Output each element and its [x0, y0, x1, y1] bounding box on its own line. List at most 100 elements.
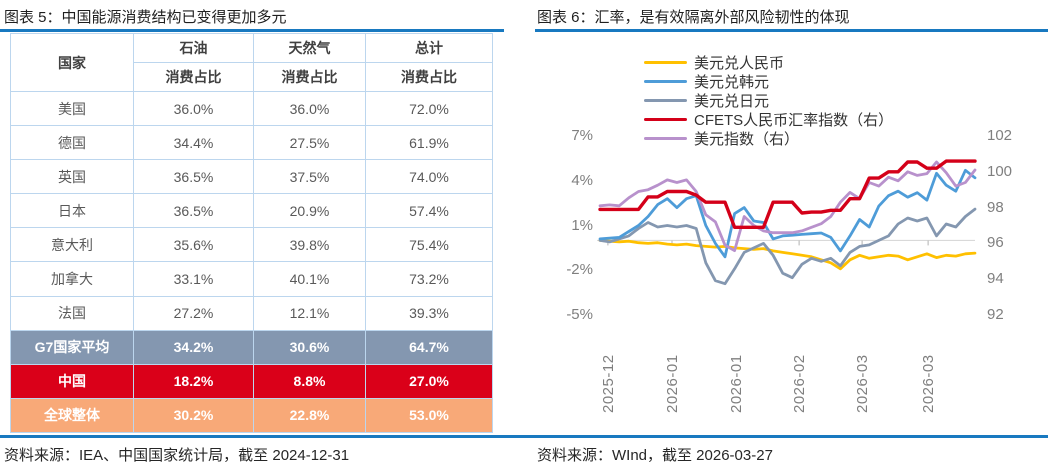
- table-row: 日本 36.5% 20.9% 57.4%: [10, 193, 493, 229]
- table-row: 德国 34.4% 27.5% 61.9%: [10, 125, 493, 161]
- left-axis-tick-label: 1%: [571, 216, 593, 234]
- series-line-usd_cny: [598, 239, 977, 271]
- table-body: 美国 36.0% 36.0% 72.0% 德国 34.4% 27.5% 61.9% 英国 36.5…: [10, 90, 493, 434]
- right-axis-tick-label: 96: [987, 234, 1004, 252]
- right-axis-tick-label: 94: [987, 270, 1004, 288]
- table-cell: 53.0%: [365, 397, 493, 434]
- series-line-usd_index: [598, 160, 977, 252]
- subheader-share-oil: 消费占比: [133, 62, 254, 92]
- exchange-rate-chart: [597, 159, 977, 286]
- table-row: 英国 36.5% 37.5% 74.0%: [10, 159, 493, 195]
- figure6-source: 资料来源：WInd，截至 2026-03-27: [537, 447, 773, 464]
- table-cell: 法国: [10, 295, 134, 331]
- table-cell: 36.5%: [133, 159, 254, 195]
- header-country: 国家: [10, 33, 134, 92]
- figure5-panel: 图表 5：中国能源消费结构已变得更加多元 国家 石油 天然气 总计 消费占比 消…: [0, 9, 504, 464]
- x-axis-label: 2026-01: [728, 354, 746, 413]
- legend-line-swatch: [644, 98, 687, 103]
- table-cell: 36.5%: [133, 193, 254, 229]
- table-cell: 27.5%: [253, 125, 366, 161]
- table-cell: 中国: [10, 363, 134, 399]
- table-cell: 33.1%: [133, 261, 254, 297]
- legend-label: 美元兑人民币: [694, 55, 785, 72]
- left-axis-tick-label: 4%: [571, 171, 593, 189]
- table-cell: 40.1%: [253, 261, 366, 297]
- table-cell: 64.7%: [365, 329, 493, 365]
- table-cell: 74.0%: [365, 159, 493, 195]
- table-row: 中国 18.2% 8.8% 27.0%: [10, 363, 493, 399]
- table-cell: 73.2%: [365, 261, 493, 297]
- table-cell: 加拿大: [10, 261, 134, 297]
- table-cell: 30.6%: [253, 329, 366, 365]
- series-line-cfets_index: [598, 159, 977, 230]
- figure5-title: 图表 5：中国能源消费结构已变得更加多元: [4, 9, 287, 26]
- table-row: 美国 36.0% 36.0% 72.0%: [10, 90, 493, 127]
- table-cell: 30.2%: [133, 397, 254, 434]
- table-row: 法国 27.2% 12.1% 39.3%: [10, 295, 493, 331]
- right-axis-tick-label: 102: [987, 127, 1013, 144]
- legend-label: 美元兑日元: [694, 93, 770, 110]
- x-axis-label: 2026-01: [664, 354, 681, 413]
- chart-legend: 美元兑人民币 美元兑韩元美元兑日元 CFETS人民币汇率指数（右） 美元指数（右）: [644, 53, 893, 148]
- figure5-source: 资料来源：IEA、中国国家统计局，截至 2024-12-31: [4, 447, 350, 464]
- x-axis-label: 2026-03: [854, 354, 872, 413]
- figure6-title: 图表 6：汇率，是有效隔离外部风险韧性的体现: [537, 9, 850, 26]
- table-cell: 22.8%: [253, 397, 366, 434]
- table-cell: 75.4%: [365, 227, 493, 263]
- header-oil: 石油: [133, 33, 254, 63]
- table-cell: 35.6%: [133, 227, 254, 263]
- series-line-usd_jpy: [598, 207, 977, 286]
- table-cell: 全球整体: [10, 397, 134, 434]
- table-cell: 72.0%: [365, 90, 493, 127]
- legend-item-usd_krw: 美元兑韩元: [644, 72, 893, 91]
- table-cell: 36.0%: [133, 90, 254, 127]
- table-cell: 20.9%: [253, 193, 366, 229]
- right-axis-tick-label: 100: [987, 162, 1013, 180]
- legend-line-swatch: [644, 136, 687, 141]
- table-row: 意大利 35.6% 39.8% 75.4%: [10, 227, 493, 263]
- table-cell: G7国家平均: [10, 329, 134, 365]
- figure6-panel: 图表 6：汇率，是有效隔离外部风险韧性的体现 美元兑人民币 美元兑韩元美元兑日元 C…: [524, 0, 1048, 468]
- table-header: 国家 石油 天然气 总计 消费占比 消费占比 消费占比: [10, 33, 493, 92]
- legend-line-swatch: [644, 60, 687, 65]
- table-cell: 36.0%: [253, 90, 366, 127]
- series-line-usd_krw: [598, 168, 977, 259]
- subheader-share-gas: 消费占比: [253, 62, 366, 92]
- table-cell: 39.8%: [253, 227, 366, 263]
- legend-item-usd_jpy: 美元兑日元: [644, 91, 893, 110]
- right-axis-tick-label: 92: [987, 306, 1004, 323]
- legend-item-usd_cny: 美元兑人民币: [644, 53, 893, 72]
- legend-line-swatch: [644, 79, 687, 84]
- table-cell: 意大利: [10, 227, 134, 263]
- left-axis-tick-label: -2%: [566, 261, 593, 279]
- subheader-share-total: 消费占比: [365, 62, 493, 92]
- left-axis-tick-label: 7%: [571, 127, 593, 144]
- x-axis-label: 2026-03: [920, 354, 938, 413]
- legend-label: CFETS人民币汇率指数（右）: [694, 112, 894, 129]
- table-cell: 12.1%: [253, 295, 366, 331]
- header-total: 总计: [365, 33, 493, 63]
- left-axis-tick-label: -5%: [566, 306, 593, 323]
- table-row: 全球整体 30.2% 22.8% 53.0%: [10, 397, 493, 434]
- table-cell: 美国: [10, 90, 134, 127]
- table-cell: 27.0%: [365, 363, 493, 399]
- legend-label: 美元兑韩元: [694, 74, 770, 91]
- table-cell: 39.3%: [365, 295, 493, 331]
- table-cell: 34.4%: [133, 125, 254, 161]
- table-cell: 德国: [10, 125, 134, 161]
- table-cell: 英国: [10, 159, 134, 195]
- table-cell: 8.8%: [253, 363, 366, 399]
- table-cell: 日本: [10, 193, 134, 229]
- figure6-title-rule: [535, 29, 1048, 32]
- legend-line-swatch: [644, 117, 687, 122]
- bottom-rule: [0, 435, 1048, 438]
- table-cell: 27.2%: [133, 295, 254, 331]
- x-axis-label: 2025-12: [599, 354, 617, 413]
- right-axis-tick-label: 98: [987, 198, 1004, 216]
- energy-consumption-table: 国家 石油 天然气 总计 消费占比 消费占比 消费占比 美国 36.0% 36.0%…: [10, 33, 493, 434]
- table-cell: 34.2%: [133, 329, 254, 365]
- legend-item-usd_index: 美元指数（右）: [644, 129, 893, 148]
- table-cell: 37.5%: [253, 159, 366, 195]
- table-cell: 18.2%: [133, 363, 254, 399]
